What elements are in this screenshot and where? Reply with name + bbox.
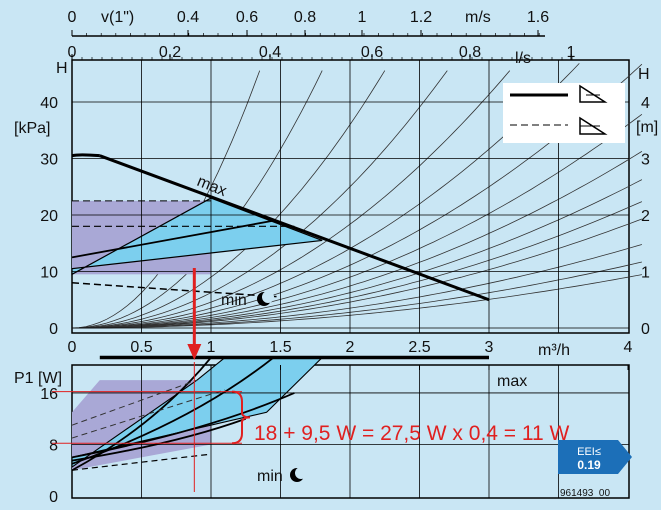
y-right-tick-label: 1 <box>641 265 650 282</box>
power-dashed-curve <box>71 389 226 439</box>
power-y-tick-label: 0 <box>49 489 58 506</box>
power-calculation-annotation: 18 + 9,5 W = 27,5 W x 0,4 = 11 W <box>254 422 570 445</box>
y-left-tick-label: 40 <box>40 95 58 112</box>
power-curve <box>71 356 212 472</box>
x-tick-label: 1 <box>207 339 216 356</box>
x-tick-label: 3 <box>485 339 494 356</box>
system-curve <box>72 179 643 329</box>
velocity-tick-label: 0.4 <box>177 9 199 26</box>
velocity-tick-label: 0.6 <box>236 9 258 26</box>
x-tick-label: 0 <box>68 339 77 356</box>
velocity-unit-label: m/s <box>465 9 491 26</box>
eei-value: 0.19 <box>577 458 601 472</box>
y-right-tick-label: 0 <box>641 321 650 338</box>
power-curve <box>71 417 247 462</box>
moon-icon-lower <box>290 467 307 482</box>
y-right-top-label: H <box>638 66 650 83</box>
flow-tick-label: 0.4 <box>259 44 281 61</box>
system-curve <box>72 151 643 329</box>
velocity-tick-label: 1.2 <box>410 9 432 26</box>
y-left-tick-label: 20 <box>40 208 58 225</box>
power-min-label: min <box>257 468 283 485</box>
system-curve <box>72 274 642 329</box>
power-max-label: max <box>497 373 527 390</box>
red-arrow-head <box>187 344 202 360</box>
power-y-tick-label: 16 <box>40 386 58 403</box>
velocity-tick-label: 0 <box>68 9 77 26</box>
min-curve-label: min <box>221 292 247 309</box>
x-axis-unit-label: m³/h <box>538 342 570 359</box>
power-dashed-curve <box>71 379 198 426</box>
power-min-line <box>71 453 212 471</box>
figure-code: 961493_00 <box>560 488 610 499</box>
legend-box <box>503 83 625 143</box>
flow-tick-label: 0.8 <box>459 44 481 61</box>
eei-badge <box>558 440 632 474</box>
y-right-tick-label: 3 <box>641 152 650 169</box>
y-left-tick-label: 0 <box>49 321 58 338</box>
y-left-unit: [kPa] <box>14 120 50 137</box>
x-tick-label: 2 <box>346 339 355 356</box>
y-left-top-label: H <box>56 60 68 77</box>
constant-pressure-icon <box>579 116 608 135</box>
system-curve <box>72 63 580 329</box>
flow-tick-label: 0 <box>68 44 77 61</box>
y-right-tick-label: 4 <box>641 95 650 112</box>
x-tick-label: 0.5 <box>130 339 152 356</box>
velocity-prefix-label: v(1") <box>101 9 134 26</box>
power-axis-label: P1 [W] <box>14 370 62 387</box>
system-curve <box>72 201 643 329</box>
x-tick-label: 1.5 <box>269 339 291 356</box>
y-right-unit: [m] <box>636 119 658 136</box>
y-right-tick-label: 2 <box>641 208 650 225</box>
flow-tick-label: 0.6 <box>361 44 383 61</box>
power-y-tick-label: 8 <box>49 437 58 454</box>
system-curve <box>72 63 643 329</box>
velocity-tick-label: 0.8 <box>294 9 316 26</box>
moon-icon-upper <box>257 291 274 306</box>
red-brace <box>231 390 251 445</box>
flow-tick-label: 0.2 <box>159 44 181 61</box>
velocity-tick-label: 1 <box>358 9 367 26</box>
velocity-tick-label: 1.6 <box>527 9 549 26</box>
min-curve <box>71 282 281 298</box>
flow-ls-unit-label: l/s <box>515 50 531 67</box>
x-tick-label: 2.5 <box>408 339 430 356</box>
proportional-pressure-icon <box>579 84 608 103</box>
flow-tick-label: 1 <box>567 44 576 61</box>
max-curve-start <box>71 153 100 158</box>
power-curve <box>71 356 275 465</box>
max-curve <box>99 154 490 302</box>
system-curve <box>72 218 643 329</box>
system-curve <box>72 244 643 329</box>
blue-operating-area <box>71 197 323 276</box>
system-curve <box>71 70 386 329</box>
x-tick-label: 4 <box>624 339 633 356</box>
system-curve <box>71 70 448 329</box>
system-curve <box>71 70 511 329</box>
eei-label: EEI≤ <box>577 446 601 458</box>
system-curve <box>72 113 643 329</box>
y-left-tick-label: 30 <box>40 152 58 169</box>
y-left-tick-label: 10 <box>40 265 58 282</box>
